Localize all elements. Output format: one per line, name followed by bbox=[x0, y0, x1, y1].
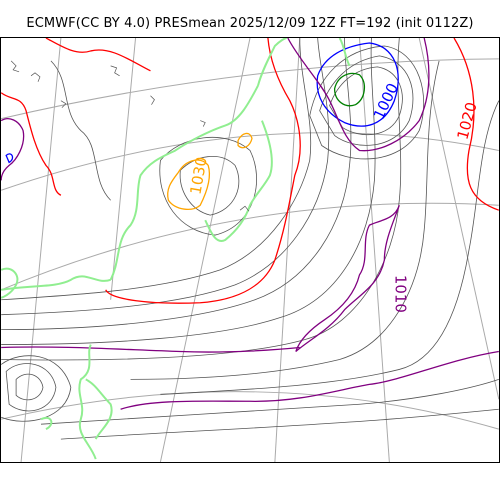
label-1000: 1000 bbox=[370, 80, 402, 122]
label-1020: 1020 bbox=[453, 100, 480, 141]
isobar-low-center bbox=[333, 72, 365, 107]
coastlines bbox=[1, 38, 351, 460]
graticule bbox=[1, 38, 499, 462]
isobar-1030 bbox=[167, 132, 253, 210]
isobar-1000 bbox=[5, 42, 399, 164]
isobars bbox=[1, 38, 499, 440]
isobar-1010 bbox=[1, 38, 499, 410]
pressure-map: 1000 1020 1030 1010 bbox=[0, 37, 500, 463]
isobar-1020 bbox=[1, 38, 499, 304]
label-1010: 1010 bbox=[391, 275, 409, 313]
coast-detail bbox=[10, 60, 250, 212]
map-canvas: 1000 1020 1030 1010 bbox=[1, 38, 499, 462]
map-title: ECMWF(CC BY 4.0) PRESmean 2025/12/09 12Z… bbox=[26, 16, 474, 31]
